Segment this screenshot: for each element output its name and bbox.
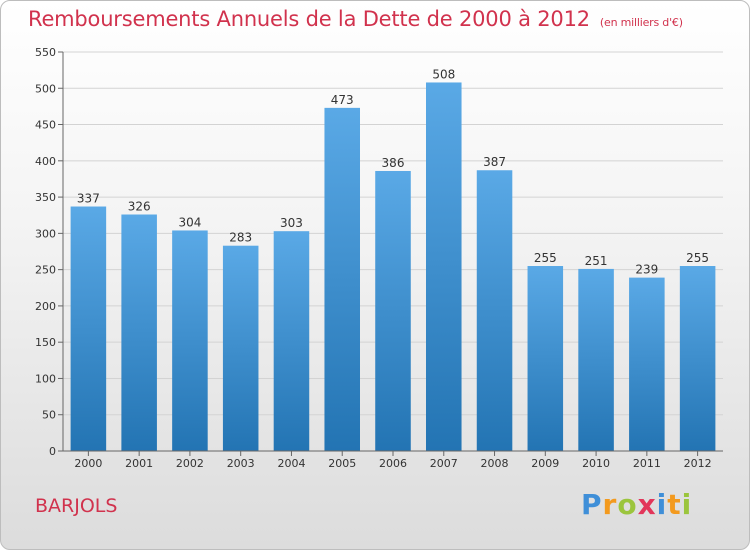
bar <box>324 107 360 452</box>
bar-value-label: 239 <box>635 263 658 277</box>
bar <box>629 277 665 451</box>
logo-letter: i <box>656 488 668 521</box>
bar-value-label: 508 <box>432 67 455 81</box>
bar-value-label: 283 <box>229 231 252 245</box>
bar-value-label: 473 <box>331 93 354 107</box>
city-name: BARJOLS <box>35 495 118 517</box>
bar <box>527 266 564 451</box>
x-tick-label: 2003 <box>227 457 255 470</box>
bar <box>476 170 513 451</box>
bar <box>578 268 614 451</box>
x-tick-label: 2011 <box>633 457 661 470</box>
x-tick-label: 2010 <box>582 457 610 470</box>
bar-value-label: 387 <box>483 155 506 169</box>
x-tick-label: 2009 <box>531 457 559 470</box>
bar-value-label: 303 <box>280 216 303 230</box>
bar-value-label: 304 <box>178 215 201 229</box>
x-tick-label: 2008 <box>481 457 509 470</box>
bar-value-labels: 337 326 304 283 303 473 386 508 387 255 251 239 255 <box>77 67 709 276</box>
x-tick-label: 2001 <box>125 457 153 470</box>
chart-title-text: Remboursements Annuels de la Dette de 20… <box>28 7 590 31</box>
bar-value-label: 337 <box>77 192 100 206</box>
y-tick-label: 250 <box>35 264 56 277</box>
x-tick-label: 2004 <box>277 457 305 470</box>
bar-value-label: 255 <box>534 251 557 265</box>
y-axis-tick-labels: 0 50 100 150 200 250 300 350 400 450 500 550 <box>35 46 56 458</box>
logo-letter: i <box>681 488 693 521</box>
bar <box>426 82 462 452</box>
proxiti-logo: Proxiti <box>581 488 692 521</box>
y-tick-label: 550 <box>35 46 56 59</box>
x-tick-label: 2007 <box>430 457 458 470</box>
x-tick-label: 2006 <box>379 457 407 470</box>
bar <box>222 245 259 451</box>
logo-letter: r <box>602 488 618 521</box>
logo-letter: o <box>617 488 638 521</box>
bar <box>375 170 411 451</box>
x-tick-label: 2002 <box>176 457 204 470</box>
bars <box>70 82 716 452</box>
bar-value-label: 326 <box>128 200 151 214</box>
chart-title: Remboursements Annuels de la Dette de 20… <box>28 7 683 31</box>
y-tick-label: 500 <box>35 82 56 95</box>
bar <box>679 266 716 451</box>
bar <box>121 214 157 451</box>
bar-value-label: 251 <box>585 254 608 268</box>
bar-value-label: 255 <box>686 251 709 265</box>
x-axis-tick-labels: 2000 2001 2002 2003 2004 2005 2006 2007 2008 2009… <box>74 457 711 470</box>
y-tick-label: 0 <box>49 445 56 458</box>
y-tick-label: 450 <box>35 119 56 132</box>
bar-value-label: 386 <box>382 156 405 170</box>
y-tick-label: 50 <box>42 409 56 422</box>
y-tick-label: 200 <box>35 300 56 313</box>
y-tick-label: 300 <box>35 227 56 240</box>
bar <box>172 230 208 451</box>
x-tick-label: 2005 <box>328 457 356 470</box>
axes <box>58 51 723 456</box>
x-tick-label: 2000 <box>74 457 102 470</box>
logo-letter: P <box>581 488 603 521</box>
bar <box>70 206 107 451</box>
logo-letter: x <box>637 488 657 521</box>
y-tick-label: 150 <box>35 336 56 349</box>
chart-unit: (en milliers d'€) <box>599 16 683 29</box>
x-tick-label: 2012 <box>684 457 712 470</box>
bar <box>273 231 310 451</box>
logo-letter: t <box>667 488 682 521</box>
y-tick-label: 350 <box>35 191 56 204</box>
y-tick-label: 400 <box>35 155 56 168</box>
y-tick-label: 100 <box>35 372 56 385</box>
